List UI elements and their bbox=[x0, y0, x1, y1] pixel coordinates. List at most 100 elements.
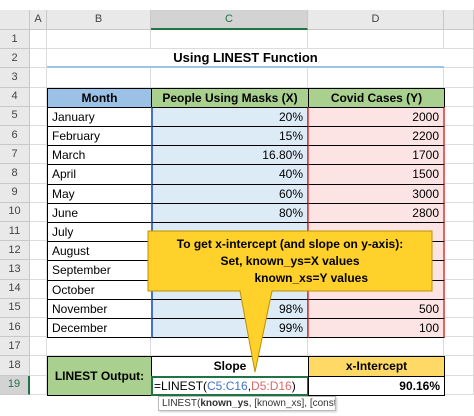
tooltip-rest: , [known_xs], [const], [stats]) bbox=[248, 397, 336, 409]
cell[interactable] bbox=[444, 145, 474, 165]
formula-text: ) bbox=[291, 378, 296, 393]
cell[interactable] bbox=[30, 356, 47, 376]
cell[interactable] bbox=[30, 318, 47, 338]
month-cell: February bbox=[47, 126, 152, 147]
cell[interactable] bbox=[444, 260, 474, 280]
cell[interactable] bbox=[444, 126, 474, 146]
cell[interactable] bbox=[30, 49, 47, 69]
value-cell: 2200 bbox=[308, 126, 445, 147]
cell[interactable] bbox=[30, 145, 47, 165]
cell[interactable] bbox=[30, 106, 47, 126]
cell[interactable] bbox=[444, 202, 474, 222]
table-header: People Using Masks (X) bbox=[151, 87, 309, 108]
value-cell: 16.80% bbox=[151, 145, 309, 166]
value-cell: 1500 bbox=[308, 164, 445, 185]
row-header[interactable]: 17 bbox=[0, 337, 30, 357]
formula-cell[interactable]: =LINEST(C5:C16, D5:D16) bbox=[151, 375, 309, 396]
value-cell: 1700 bbox=[308, 145, 445, 166]
row-header[interactable]: 1 bbox=[0, 30, 30, 50]
cell[interactable] bbox=[30, 298, 47, 318]
cell[interactable] bbox=[151, 30, 308, 50]
cell[interactable] bbox=[151, 337, 308, 357]
cell[interactable] bbox=[308, 30, 444, 50]
row-header[interactable]: 11 bbox=[0, 222, 30, 242]
tooltip-function: LINEST( bbox=[162, 397, 201, 409]
row-header[interactable]: 8 bbox=[0, 164, 30, 184]
callout-line: To get x-intercept (and slope on y-axis)… bbox=[176, 237, 404, 251]
cell[interactable] bbox=[444, 241, 474, 261]
value-cell: 500 bbox=[308, 298, 445, 319]
cell[interactable] bbox=[444, 30, 474, 50]
cell[interactable] bbox=[47, 337, 151, 357]
row-header[interactable]: 7 bbox=[0, 145, 30, 165]
cell[interactable] bbox=[30, 87, 47, 107]
row-header[interactable]: 12 bbox=[0, 241, 30, 261]
cell[interactable] bbox=[30, 183, 47, 203]
cell[interactable] bbox=[444, 222, 474, 242]
value-cell: 98% bbox=[151, 298, 309, 319]
intercept-value: 90.16% bbox=[308, 375, 445, 396]
row-header[interactable]: 9 bbox=[0, 183, 30, 203]
column-header[interactable]: B bbox=[47, 10, 151, 30]
table-header: Month bbox=[47, 87, 152, 108]
cell[interactable] bbox=[30, 337, 47, 357]
column-header[interactable]: D bbox=[308, 10, 444, 30]
table-header: Covid Cases (Y) bbox=[308, 87, 445, 108]
cell[interactable] bbox=[30, 68, 47, 88]
column-header[interactable] bbox=[444, 10, 474, 30]
cell[interactable] bbox=[444, 356, 474, 376]
cell[interactable] bbox=[30, 126, 47, 146]
cell[interactable] bbox=[444, 318, 474, 338]
month-cell: June bbox=[47, 202, 152, 223]
cell[interactable] bbox=[151, 68, 308, 88]
cell[interactable] bbox=[444, 164, 474, 184]
row-header[interactable]: 13 bbox=[0, 260, 30, 280]
row-header[interactable]: 6 bbox=[0, 126, 30, 146]
month-cell: August bbox=[47, 241, 152, 262]
cell[interactable] bbox=[444, 279, 474, 299]
callout-line: Set, known_ys=X values bbox=[220, 254, 360, 268]
slope-header: Slope bbox=[151, 356, 309, 377]
row-header[interactable]: 18 bbox=[0, 356, 30, 376]
cell[interactable] bbox=[30, 202, 47, 222]
cell[interactable] bbox=[444, 375, 474, 395]
cell[interactable] bbox=[444, 337, 474, 357]
cell[interactable] bbox=[308, 337, 444, 357]
month-cell: April bbox=[47, 164, 152, 185]
row-header[interactable]: 10 bbox=[0, 202, 30, 222]
row-header[interactable]: 4 bbox=[0, 87, 30, 107]
cell[interactable] bbox=[30, 222, 47, 242]
cell[interactable] bbox=[30, 241, 47, 261]
row-header[interactable]: 19 bbox=[0, 375, 30, 395]
cell[interactable] bbox=[47, 68, 151, 88]
column-header[interactable]: C bbox=[151, 10, 308, 30]
formula-ref: D5:D16 bbox=[251, 378, 292, 393]
cell[interactable] bbox=[30, 375, 47, 395]
cell[interactable] bbox=[444, 106, 474, 126]
select-all[interactable] bbox=[0, 10, 30, 30]
cell[interactable] bbox=[444, 87, 474, 107]
value-cell: 2800 bbox=[308, 202, 445, 223]
cell[interactable] bbox=[30, 279, 47, 299]
row-header[interactable]: 5 bbox=[0, 106, 30, 126]
cell[interactable] bbox=[444, 49, 474, 69]
value-cell: 60% bbox=[151, 183, 309, 204]
cell[interactable] bbox=[30, 30, 47, 50]
cell[interactable] bbox=[30, 260, 47, 280]
month-cell: December bbox=[47, 318, 152, 339]
row-header[interactable]: 2 bbox=[0, 49, 30, 69]
row-header[interactable]: 15 bbox=[0, 298, 30, 318]
cell[interactable] bbox=[444, 183, 474, 203]
function-tooltip[interactable]: LINEST(known_ys, [known_xs], [const], [s… bbox=[158, 396, 336, 411]
row-header[interactable]: 3 bbox=[0, 68, 30, 88]
cell[interactable] bbox=[444, 298, 474, 318]
column-header[interactable]: A bbox=[30, 10, 47, 30]
cell[interactable] bbox=[47, 30, 151, 50]
row-header[interactable]: 14 bbox=[0, 279, 30, 299]
cell[interactable] bbox=[444, 68, 474, 88]
row-header[interactable]: 16 bbox=[0, 318, 30, 338]
month-cell: September bbox=[47, 260, 152, 281]
cell[interactable] bbox=[308, 68, 444, 88]
cell[interactable] bbox=[30, 164, 47, 184]
